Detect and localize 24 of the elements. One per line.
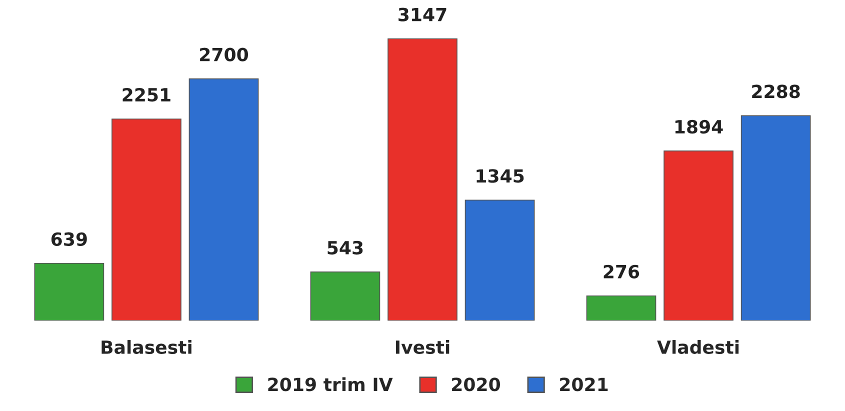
data-label: 1894: [675, 120, 723, 134]
bar: [112, 118, 182, 321]
x-tick-label: Vladesti: [657, 340, 739, 354]
legend-label: 2020: [452, 378, 500, 392]
data-label: 3147: [398, 8, 446, 22]
bar: [34, 262, 104, 321]
data-label: 2251: [122, 88, 170, 102]
data-label: 639: [51, 232, 87, 246]
bar: [740, 115, 811, 321]
x-tick-label: Ivesti: [396, 340, 450, 354]
bar: [586, 295, 656, 321]
data-label: 543: [328, 240, 363, 255]
legend-label: 2021: [560, 378, 608, 392]
legend-label: 2019 trim IV: [268, 377, 393, 392]
data-label: 1345: [476, 169, 524, 183]
bar: [388, 38, 458, 321]
bar: [664, 150, 734, 321]
x-tick-label: Balasesti: [102, 340, 192, 354]
data-label: 2700: [200, 48, 248, 62]
bar: [464, 200, 535, 321]
bar: [188, 78, 259, 321]
bar: [310, 272, 380, 321]
data-label: 2288: [752, 84, 800, 98]
data-label: 276: [604, 264, 640, 278]
